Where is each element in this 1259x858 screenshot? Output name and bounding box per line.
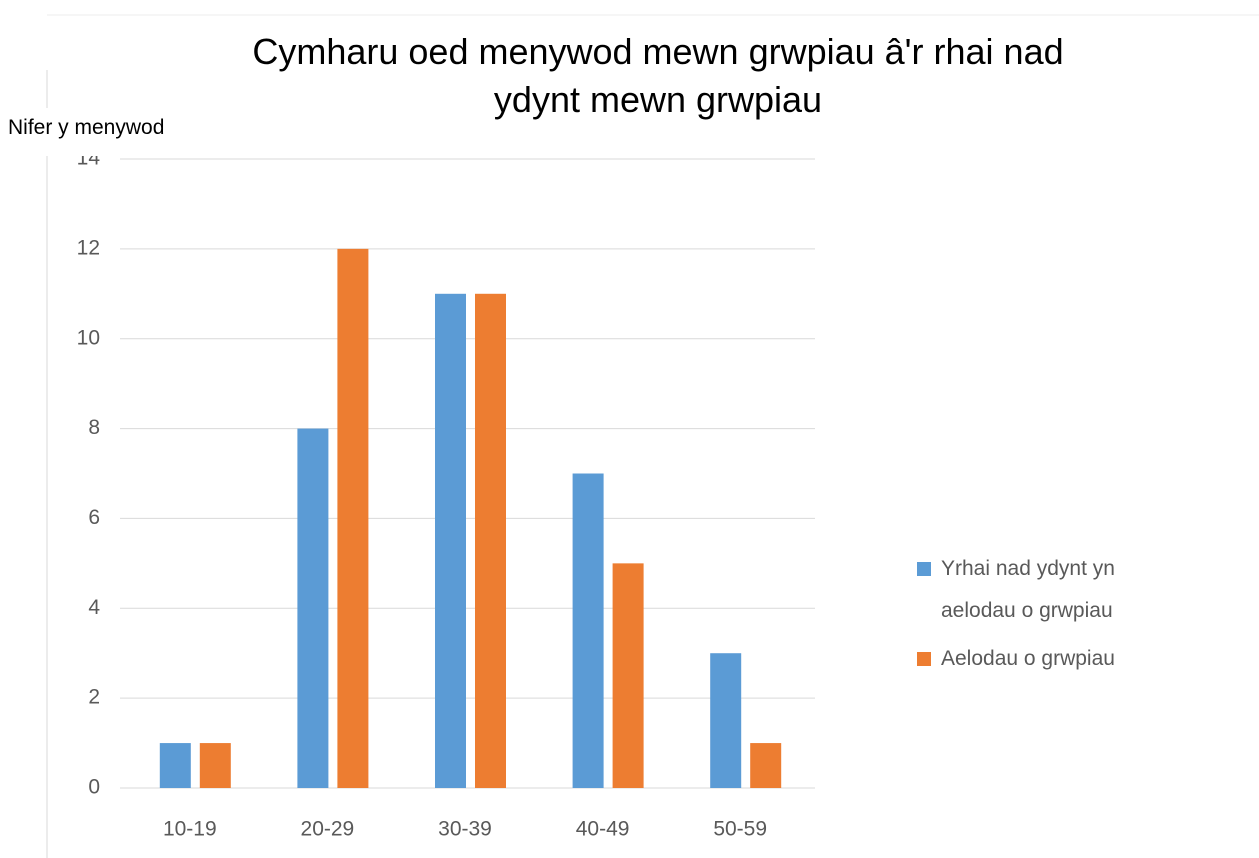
chart-title: Cymharu oed menywod mewn grwpiau â'r rha… (252, 31, 1064, 120)
y-tick-label: 6 (88, 506, 100, 529)
y-tick-label: 12 (77, 236, 100, 259)
x-tick-label: 50-59 (713, 818, 767, 841)
y-axis-label: Nifer y menywod (0, 108, 315, 156)
bar (750, 743, 782, 788)
y-tick-label: 4 (88, 596, 100, 619)
y-tick-label: 8 (88, 416, 100, 439)
y-tick-label: 0 (88, 776, 100, 799)
x-tick-label: 40-49 (576, 818, 630, 841)
x-tick-label: 10-19 (163, 818, 217, 841)
y-tick-label: 10 (77, 326, 100, 349)
legend-swatch (917, 652, 931, 666)
bar (337, 248, 369, 788)
bar (297, 428, 329, 788)
bar (475, 293, 506, 788)
bar (710, 653, 742, 788)
legend-label: Aelodau o grwpiau (941, 647, 1115, 670)
x-tick-label: 20-29 (301, 818, 355, 841)
y-tick-label: 2 (88, 686, 100, 709)
legend-item: Aelodau o grwpiau (917, 638, 1217, 680)
legend-item: Yrhai nad ydynt yn aelodau o grwpiau (917, 548, 1217, 632)
x-tick-label: 30-39 (438, 818, 492, 841)
legend-label: Yrhai nad ydynt yn aelodau o grwpiau (941, 557, 1115, 622)
bar (435, 293, 466, 788)
bar (612, 563, 644, 788)
legend-swatch (917, 562, 931, 576)
bar (159, 743, 191, 788)
bar (199, 743, 231, 788)
bar (572, 473, 604, 788)
